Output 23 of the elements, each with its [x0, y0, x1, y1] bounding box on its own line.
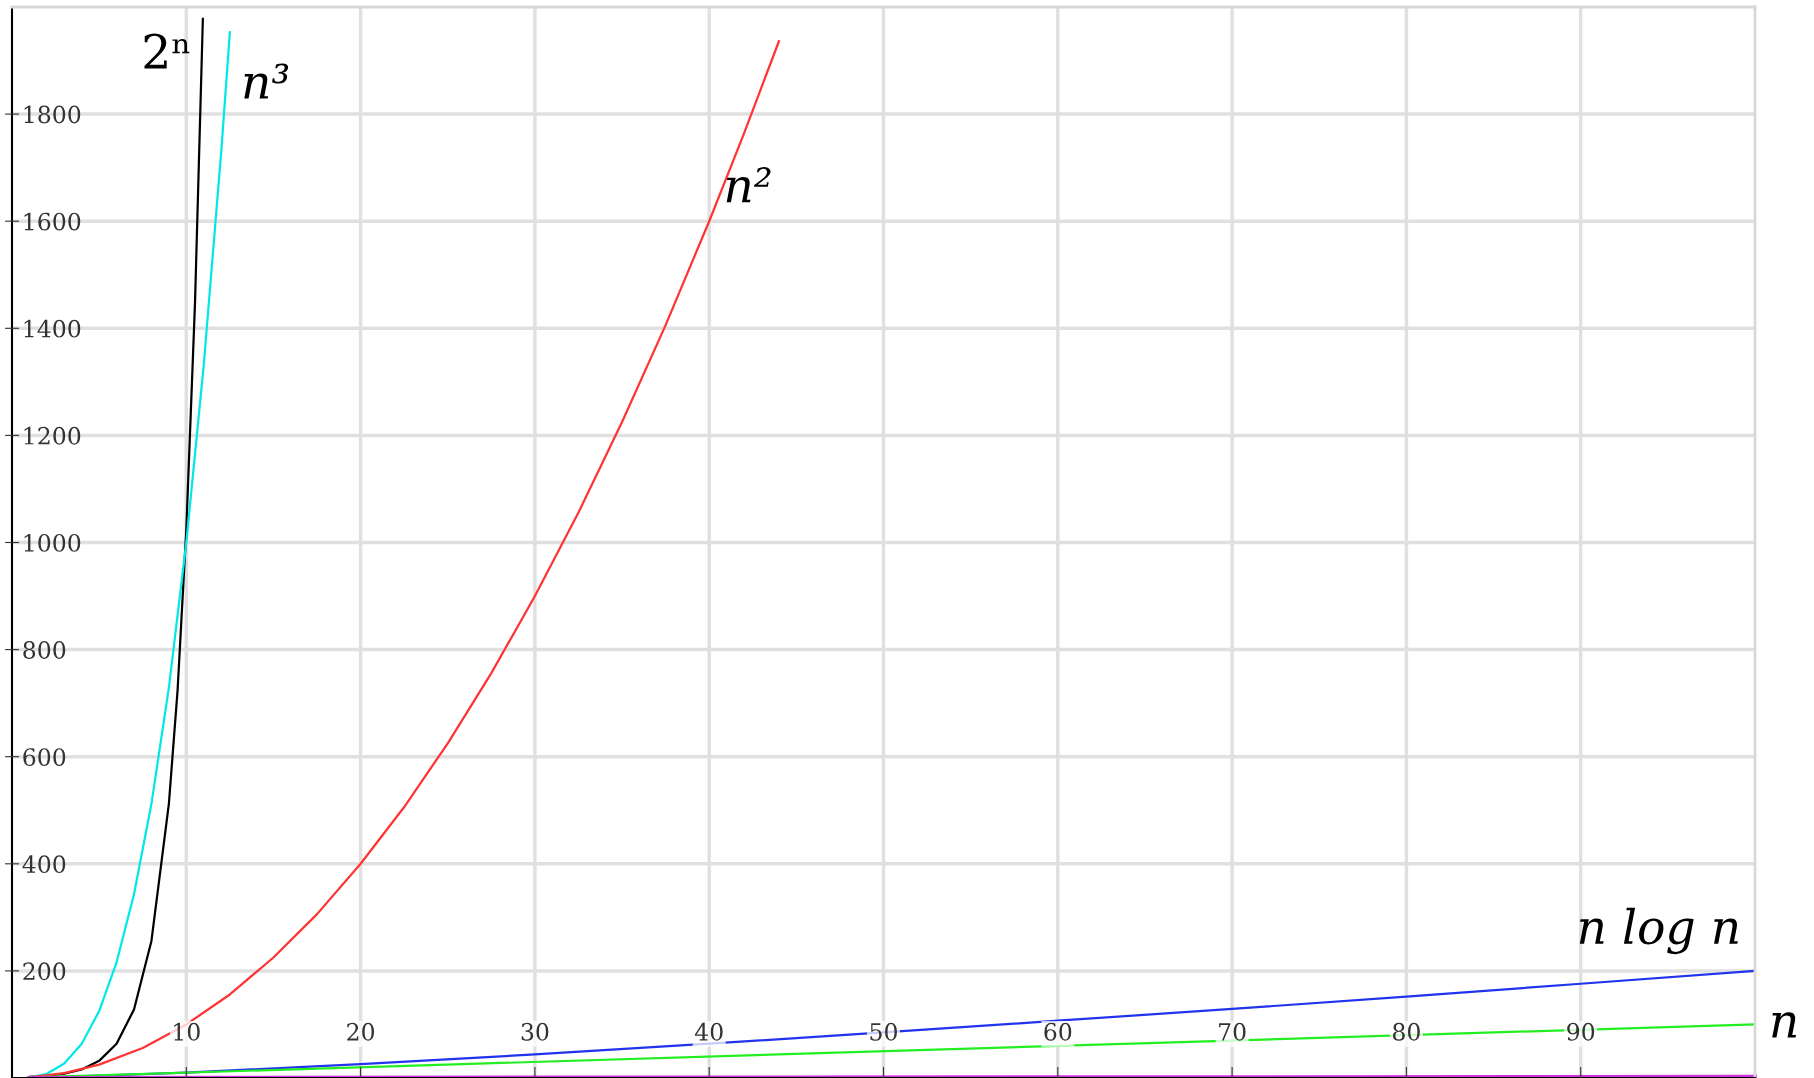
y-tick-label: 1000: [24, 533, 81, 552]
x-tick-label: 20: [347, 1022, 375, 1041]
x-tick-label: 60: [1044, 1022, 1072, 1041]
series-label: 2ⁿ: [144, 33, 190, 69]
x-tick-label: 10: [174, 1022, 200, 1041]
x-tick-label: 80: [1392, 1022, 1420, 1041]
series-label: n: [1772, 1012, 1796, 1038]
y-tick-label: 1200: [24, 426, 81, 445]
y-tick-label: 1600: [24, 212, 81, 231]
y-tick-label: 400: [22, 855, 66, 874]
series-label: n³: [244, 63, 289, 99]
x-tick-label: 70: [1219, 1022, 1246, 1041]
y-tick-label: 1400: [24, 319, 81, 338]
y-tick-label: 1800: [24, 105, 81, 124]
y-tick-label: 600: [23, 748, 66, 767]
x-tick-label: 40: [694, 1022, 723, 1041]
x-tick-label: 90: [1567, 1022, 1595, 1041]
x-tick-label: 30: [521, 1022, 549, 1041]
y-tick-label: 200: [23, 962, 66, 981]
series-label: n²: [726, 167, 771, 203]
series-label: n log n: [1579, 907, 1738, 955]
x-tick-label: 50: [870, 1022, 897, 1041]
y-tick-label: 800: [23, 641, 66, 659]
